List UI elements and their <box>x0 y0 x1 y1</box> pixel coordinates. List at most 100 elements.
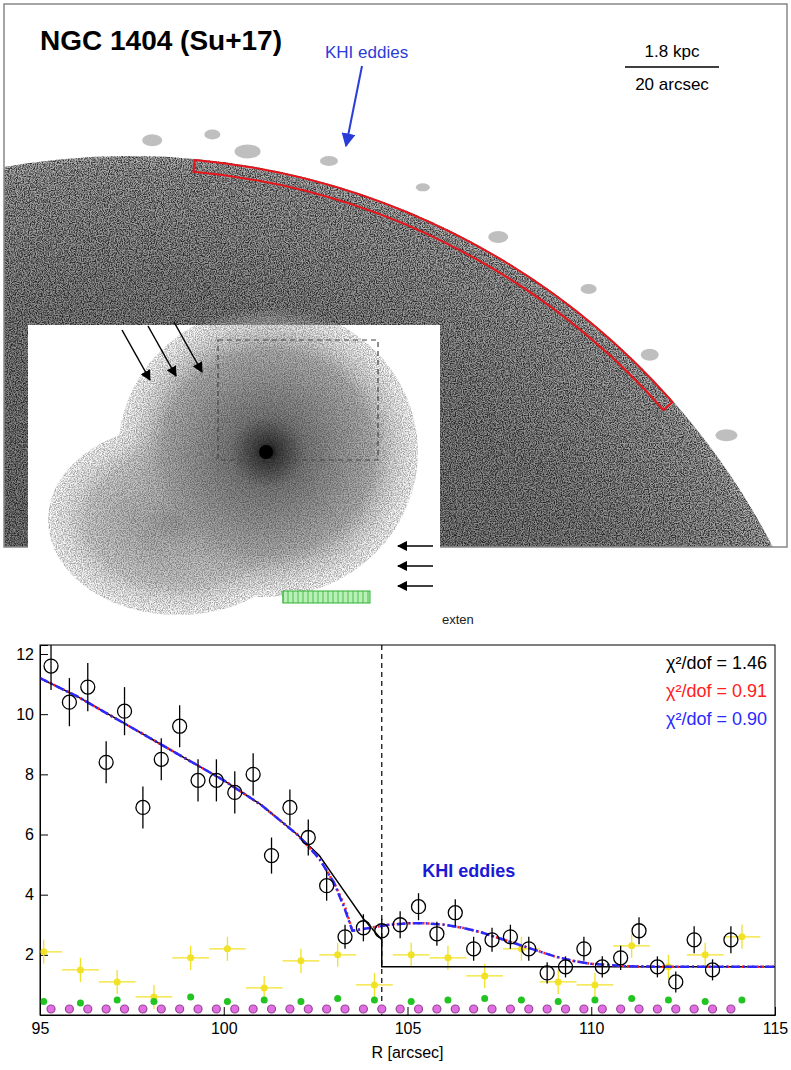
y-tick: 6 <box>25 826 48 843</box>
data-point <box>485 933 499 947</box>
legend-entry: χ²/dof = 0.90 <box>666 709 767 729</box>
error-bar <box>381 919 382 943</box>
error-bar <box>69 678 70 726</box>
hatch-line <box>338 591 339 603</box>
data-point <box>268 1005 276 1013</box>
eddy <box>715 429 737 441</box>
data-point <box>467 942 481 956</box>
x-tick: 115 <box>763 1007 789 1037</box>
y-tick-label: 12 <box>16 646 34 663</box>
data-point <box>136 800 150 814</box>
hatch-line <box>308 591 309 603</box>
data-point <box>121 1005 129 1013</box>
error-bar <box>620 946 621 970</box>
inset-arrow <box>398 565 433 567</box>
series <box>40 678 775 967</box>
error-bar <box>694 926 695 953</box>
data-point <box>706 963 720 977</box>
data-point <box>702 951 709 958</box>
data-point <box>598 1005 606 1013</box>
data-point <box>157 1005 165 1013</box>
y-tick-label: 10 <box>16 706 34 723</box>
data-point <box>154 752 168 766</box>
zoom-box <box>218 340 378 460</box>
y-tick-label: 8 <box>25 766 34 783</box>
data-point <box>47 1005 55 1013</box>
legend-entry: χ²/dof = 0.91 <box>666 681 767 701</box>
data-point <box>297 957 304 964</box>
error-bar <box>142 786 143 828</box>
y-tick-mark <box>40 835 48 836</box>
error-bar <box>234 771 235 813</box>
data-point <box>396 1005 404 1013</box>
plot-frame <box>40 645 775 1015</box>
data-point <box>62 695 76 709</box>
x-tick-mark <box>408 1007 409 1015</box>
y-tick-mark <box>40 714 48 715</box>
plot-area <box>40 645 775 1015</box>
data-point <box>738 933 745 940</box>
data-point <box>102 1005 110 1013</box>
inset-arrow <box>122 330 150 380</box>
error-bar <box>363 914 364 941</box>
error-bar <box>87 663 88 711</box>
data-point <box>187 954 194 961</box>
data-point <box>173 719 187 733</box>
annotation: KHI eddies <box>325 43 408 62</box>
data-point <box>150 998 157 1005</box>
data-point <box>470 1005 478 1013</box>
data-point <box>555 978 562 985</box>
y-tick-mark <box>40 654 48 655</box>
data-point <box>543 1005 551 1013</box>
data-point <box>371 981 378 988</box>
data-point <box>724 933 738 947</box>
error-bar <box>399 911 400 938</box>
error-bar <box>326 871 327 901</box>
data-point <box>249 1005 257 1013</box>
data-point <box>628 995 635 1002</box>
data-point <box>650 960 664 974</box>
data-point <box>65 1005 73 1013</box>
data-point <box>359 1005 367 1013</box>
data-point <box>635 1005 643 1013</box>
figure: NGC 1404 (Su+17)KHI eddies1.8 kpc20 arcs… <box>0 0 791 1070</box>
error-bar <box>491 928 492 952</box>
x-tick-mark <box>591 1007 592 1015</box>
plot-background <box>40 645 775 1015</box>
error-bar <box>106 741 107 783</box>
data-point <box>591 981 598 988</box>
hatch-line <box>333 591 334 603</box>
data-point <box>356 921 370 935</box>
data-point <box>503 930 517 944</box>
inset-arrow <box>398 585 433 587</box>
error-bar <box>50 645 51 690</box>
error-bar <box>197 759 198 801</box>
error-bar <box>528 937 529 961</box>
scale-bar <box>625 66 719 68</box>
data-point <box>738 996 745 1003</box>
data-point <box>286 1005 294 1013</box>
hatch-line <box>368 591 369 603</box>
model-line <box>40 678 775 967</box>
x-axis-title: R [arcsec] <box>371 1044 443 1061</box>
data-point <box>375 924 389 938</box>
data-point <box>334 995 341 1002</box>
x-tick-label: 110 <box>579 1020 605 1037</box>
y-tick-label: 4 <box>25 886 34 903</box>
data-point <box>591 996 598 1003</box>
data-point <box>40 948 47 955</box>
inset-arrow <box>148 326 176 376</box>
data-point <box>371 996 378 1003</box>
data-point <box>187 993 194 1000</box>
hatch-line <box>328 591 329 603</box>
data-point <box>323 1005 331 1013</box>
data-point <box>653 1005 661 1013</box>
annotation-arrow <box>346 66 362 146</box>
y-tick-mark <box>40 895 48 896</box>
eddy <box>488 231 508 243</box>
y-tick-label: 2 <box>25 946 34 963</box>
hatch-line <box>318 591 319 603</box>
y-tick-label: 6 <box>25 826 34 843</box>
y-axis: 2 4 6 8 10 12 <box>16 646 48 1016</box>
data-point <box>40 998 47 1005</box>
